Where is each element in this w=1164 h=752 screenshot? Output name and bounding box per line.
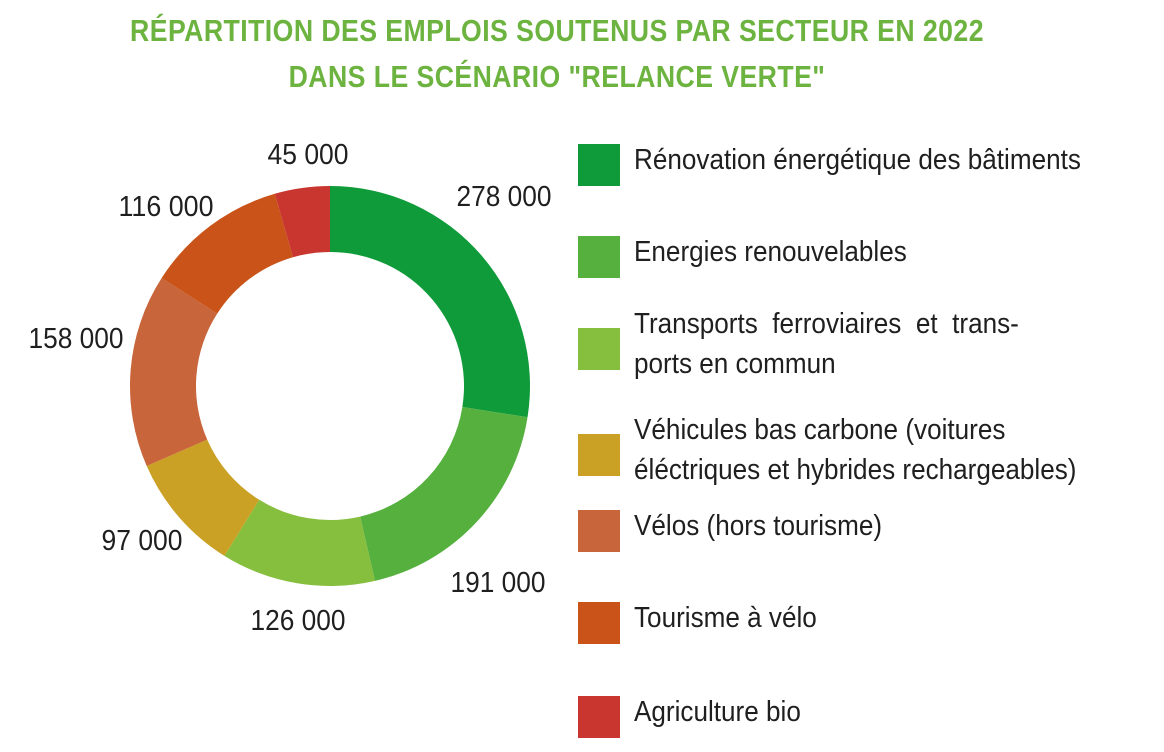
chart-title-line-2: DANS LE SCÉNARIO "RELANCE VERTE" [288, 59, 826, 94]
value-label-2: 191 000 [451, 567, 546, 599]
legend-label: Vélos (hors tourisme) [634, 506, 1111, 546]
value-label-7: 45 000 [268, 139, 349, 171]
legend-swatch [578, 236, 620, 278]
donut-slice-5 [130, 278, 218, 467]
legend-swatch [578, 434, 620, 476]
legend-label-line: ports en commun [634, 348, 836, 380]
donut-slice-3 [224, 499, 375, 587]
value-label-5: 158 000 [29, 323, 124, 355]
donut-slices [130, 186, 530, 587]
donut-slice-7 [274, 186, 330, 258]
legend-swatch [578, 696, 620, 738]
legend-label-line: Agriculture bio [634, 696, 801, 728]
value-labels: 278 000 191 000 126 000 97 000 158 000 116 00… [29, 139, 552, 637]
legend-label: Tourisme à vélo [634, 598, 1111, 638]
donut-slice-4 [146, 439, 260, 556]
chart-title-line-1: RÉPARTITION DES EMPLOIS SOUTENUS PAR SEC… [130, 13, 984, 48]
legend-label-line: Vélos (hors tourisme) [634, 510, 883, 542]
legend-swatch [578, 144, 620, 186]
legend-label: Transports ferroviaires et trans-ports e… [634, 304, 1111, 384]
value-label-3: 126 000 [251, 605, 346, 637]
legend-label-line: Tourisme à vélo [634, 602, 817, 634]
legend-label: Véhicules bas carbone (voitures éléctriqu… [634, 410, 1111, 490]
legend-label-line: Rénovation énergétique des bâtiments [634, 144, 1081, 176]
value-label-4: 97 000 [102, 525, 183, 557]
value-label-6: 116 000 [119, 191, 214, 223]
legend-label-line: Energies renouvelables [634, 236, 907, 268]
value-label-1: 278 000 [457, 181, 552, 213]
donut-slice-6 [161, 193, 294, 314]
legend-swatch [578, 510, 620, 552]
legend-label: Agriculture bio [634, 692, 1111, 732]
legend-label-line: éléctriques et hybrides rechargeables) [634, 454, 1077, 486]
legend-swatch [578, 328, 620, 370]
legend-label-line: Transports ferroviaires et trans- [634, 308, 1019, 340]
legend-label-line: Véhicules bas carbone (voitures [634, 414, 1006, 446]
legend-label: Energies renouvelables [634, 232, 1111, 272]
chart-title: RÉPARTITION DES EMPLOIS SOUTENUS PAR SEC… [0, 8, 1114, 100]
donut-slice-1 [330, 186, 530, 418]
donut-slice-2 [360, 406, 528, 581]
legend-label: Rénovation énergétique des bâtiments [634, 140, 1111, 180]
legend-swatch [578, 602, 620, 644]
